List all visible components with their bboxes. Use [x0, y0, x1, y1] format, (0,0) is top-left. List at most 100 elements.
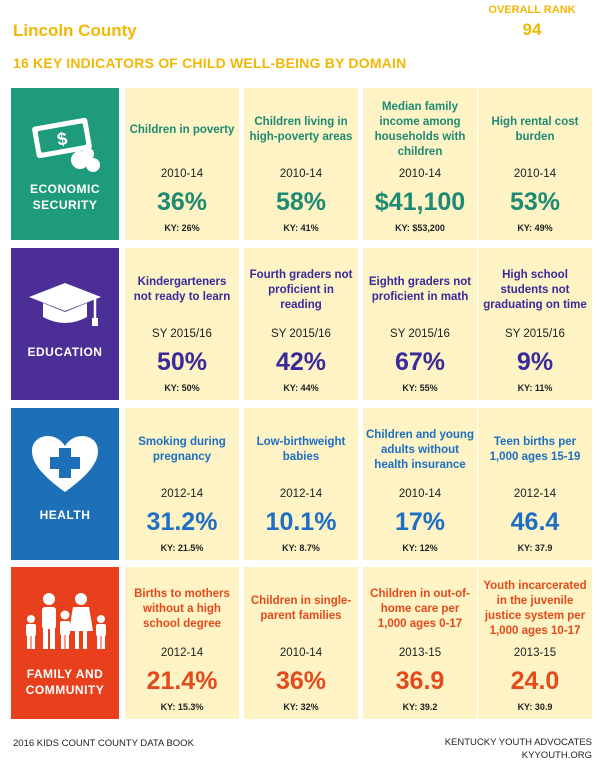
indicator-value: 50% — [156, 348, 208, 376]
indicator-period: 2010-14 — [398, 488, 442, 500]
indicator-value: 17% — [394, 508, 446, 536]
indicator-card: Low-birthweight babies 2012-14 10.1% KY:… — [244, 408, 358, 560]
domain-name-line-1: FAMILY AND — [26, 667, 104, 681]
indicator-ky-value: KY: 32% — [283, 702, 319, 712]
indicator-period: 2010-14 — [279, 168, 323, 180]
indicator-value: 24.0 — [510, 667, 560, 695]
indicator-value: 36% — [275, 667, 327, 695]
indicator-title: Fourth graders not proficient in reading — [249, 268, 353, 311]
indicator-title: Smoking during pregnancy — [138, 436, 226, 463]
indicator-title: Kindergarteners not ready to learn — [133, 276, 231, 303]
indicator-period: SY 2015/16 — [390, 328, 450, 340]
indicator-value: 9% — [516, 348, 554, 376]
indicator-card: Children in out-of-home care per 1,000 a… — [363, 567, 477, 719]
indicator-title: Children in single-parent families — [250, 595, 352, 622]
indicator-ky-value: KY: 30.9 — [517, 702, 553, 712]
indicator-period: 2010-14 — [513, 168, 557, 180]
indicator-card: Births to mothers without a high school … — [125, 567, 239, 719]
indicator-card: Fourth graders not proficient in reading… — [244, 248, 358, 400]
indicator-card: Teen births per 1,000 ages 15-19 2012-14… — [478, 408, 592, 560]
indicator-card: Youth incarcerated in the juvenile justi… — [478, 567, 592, 719]
indicator-value: 36% — [156, 188, 208, 216]
indicator-period: 2012-14 — [160, 488, 204, 500]
indicator-card: High school students not graduating on t… — [478, 248, 592, 400]
indicator-ky-value: KY: 11% — [517, 383, 553, 393]
footer-website: KYYOUTH.ORG — [521, 750, 592, 761]
indicator-value: 53% — [509, 188, 561, 216]
indicator-period: SY 2015/16 — [152, 328, 212, 340]
indicator-value: 10.1% — [265, 508, 337, 536]
indicator-card: High rental cost burden 2010-14 53% KY: … — [478, 88, 592, 240]
domain-panel-health: HEALTH — [11, 408, 119, 560]
indicator-title: Low-birthweight babies — [256, 436, 346, 463]
indicator-title: Births to mothers without a high school … — [134, 587, 230, 630]
svg-text:$: $ — [56, 128, 69, 149]
indicator-value: 42% — [275, 348, 327, 376]
indicator-period: SY 2015/16 — [505, 328, 565, 340]
domain-row-education: EDUCATION Kindergarteners not ready to l… — [11, 248, 592, 400]
indicator-card: Eighth graders not proficient in math SY… — [363, 248, 477, 400]
indicator-card: Smoking during pregnancy 2012-14 31.2% K… — [125, 408, 239, 560]
indicator-title: Children in poverty — [129, 123, 235, 136]
county-name: Lincoln County — [13, 21, 137, 40]
indicator-period: SY 2015/16 — [271, 328, 331, 340]
indicator-title: Youth incarcerated in the juvenile justi… — [483, 580, 587, 637]
indicator-title: Children in out-of-home care per 1,000 a… — [370, 587, 470, 630]
indicator-title: Median family income among households wi… — [374, 101, 466, 158]
money-icon: $ — [11, 110, 119, 180]
indicator-period: 2010-14 — [279, 647, 323, 659]
indicator-value: 67% — [394, 348, 446, 376]
domain-name-line-1: ECONOMIC — [30, 182, 100, 196]
indicator-card: Children in poverty 2010-14 36% KY: 26% — [125, 88, 239, 240]
family-icon — [11, 585, 119, 655]
indicator-value: 31.2% — [146, 508, 218, 536]
indicator-title: Children living in high-poverty areas — [249, 116, 353, 143]
indicator-card: Children living in high-poverty areas 20… — [244, 88, 358, 240]
domain-name-line-2: COMMUNITY — [25, 683, 105, 697]
overall-rank-value: 94 — [522, 20, 542, 39]
overall-rank-label: OVERALL RANK — [488, 4, 576, 16]
indicator-ky-value: KY: 41% — [283, 223, 319, 233]
indicator-ky-value: KY: 49% — [517, 223, 553, 233]
indicator-ky-value: KY: 50% — [164, 383, 200, 393]
indicator-card: Children and young adults without health… — [363, 408, 477, 560]
domain-panel-education: EDUCATION — [11, 248, 119, 400]
indicator-card: Median family income among households wi… — [363, 88, 477, 240]
indicator-period: 2013-15 — [513, 647, 557, 659]
indicator-card: Kindergarteners not ready to learn SY 20… — [125, 248, 239, 400]
indicator-value: 46.4 — [510, 508, 560, 536]
indicator-ky-value: KY: $53,200 — [395, 223, 445, 233]
indicator-period: 2012-14 — [513, 488, 557, 500]
indicator-ky-value: KY: 55% — [402, 383, 438, 393]
domain-panel-family-community: FAMILY AND COMMUNITY — [11, 567, 119, 719]
indicator-title: High school students not graduating on t… — [483, 268, 587, 311]
domain-panel-economic-security: $ ECONOMIC SECURITY — [11, 88, 119, 240]
indicator-ky-value: KY: 8.7% — [282, 543, 320, 553]
footer-publication: 2016 KIDS COUNT COUNTY DATA BOOK — [13, 738, 194, 749]
indicator-ky-value: KY: 37.9 — [517, 543, 553, 553]
domain-row-economic-security: $ ECONOMIC SECURITY Children in poverty … — [11, 88, 592, 240]
indicator-period: 2010-14 — [160, 168, 204, 180]
domain-name-line-1: HEALTH — [39, 508, 91, 522]
footer-organization: KENTUCKY YOUTH ADVOCATES — [444, 737, 592, 748]
domain-row-family-community: FAMILY AND COMMUNITY Births to mothers w… — [11, 567, 592, 719]
indicator-ky-value: KY: 26% — [164, 223, 200, 233]
indicator-period: 2012-14 — [160, 647, 204, 659]
indicator-value: 21.4% — [146, 667, 218, 695]
indicator-ky-value: KY: 21.5% — [160, 543, 204, 553]
indicator-ky-value: KY: 39.2 — [402, 702, 438, 712]
domain-name-line-1: EDUCATION — [27, 345, 103, 359]
domain-row-health: HEALTH Smoking during pregnancy 2012-14 … — [11, 408, 592, 560]
indicator-ky-value: KY: 12% — [402, 543, 438, 553]
footer-publisher: KENTUCKY YOUTH ADVOCATES KYYOUTH.ORG — [445, 736, 592, 762]
indicator-title: High rental cost burden — [491, 116, 579, 143]
indicator-title: Eighth graders not proficient in math — [368, 276, 472, 303]
indicator-period: 2010-14 — [398, 168, 442, 180]
indicator-ky-value: KY: 15.3% — [160, 702, 204, 712]
graduation-cap-icon — [11, 270, 119, 340]
indicator-card: Children in single-parent families 2010-… — [244, 567, 358, 719]
indicator-title: Teen births per 1,000 ages 15-19 — [489, 436, 581, 463]
indicator-value: 58% — [275, 188, 327, 216]
indicator-value: 36.9 — [395, 667, 445, 695]
heart-cross-icon — [11, 430, 119, 500]
